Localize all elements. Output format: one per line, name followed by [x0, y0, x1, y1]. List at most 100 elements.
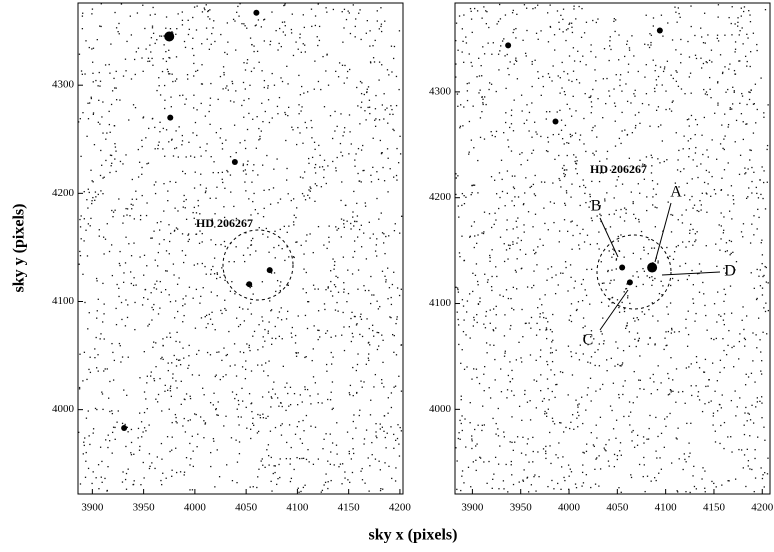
noise-pixel	[227, 42, 228, 43]
noise-pixel	[238, 16, 239, 17]
noise-pixel	[675, 70, 676, 71]
noise-pixel	[602, 117, 603, 118]
noise-pixel	[573, 429, 574, 430]
noise-pixel	[243, 255, 244, 256]
noise-pixel	[724, 149, 725, 150]
noise-pixel	[682, 391, 683, 392]
noise-pixel	[214, 41, 215, 42]
noise-pixel	[123, 282, 124, 283]
noise-pixel	[484, 138, 485, 139]
noise-pixel	[258, 469, 259, 470]
noise-pixel	[297, 426, 298, 427]
noise-pixel	[724, 114, 725, 115]
noise-pixel	[695, 134, 696, 135]
noise-pixel	[513, 130, 514, 131]
noise-pixel	[593, 444, 594, 445]
plot-frame	[78, 3, 403, 494]
noise-pixel	[268, 391, 269, 392]
noise-pixel	[192, 436, 193, 437]
noise-pixel	[491, 290, 492, 291]
noise-pixel	[281, 307, 282, 308]
noise-pixel	[505, 112, 506, 113]
noise-pixel	[131, 454, 132, 455]
noise-pixel	[690, 423, 691, 424]
noise-pixel	[252, 201, 253, 202]
noise-pixel	[552, 418, 553, 419]
noise-pixel	[647, 275, 648, 276]
noise-pixel	[695, 239, 696, 240]
noise-pixel	[615, 185, 616, 186]
noise-pixel	[196, 5, 197, 6]
noise-pixel	[651, 481, 652, 482]
noise-pixel	[767, 473, 768, 474]
noise-pixel	[282, 81, 283, 82]
noise-pixel	[303, 93, 304, 94]
noise-pixel	[545, 318, 546, 319]
noise-pixel	[484, 366, 485, 367]
noise-pixel	[766, 281, 767, 282]
noise-pixel	[361, 93, 362, 94]
noise-pixel	[614, 279, 615, 280]
noise-pixel	[731, 253, 732, 254]
noise-pixel	[314, 142, 315, 143]
noise-pixel	[170, 386, 171, 387]
noise-pixel	[108, 398, 109, 399]
noise-pixel	[524, 123, 525, 124]
noise-pixel	[694, 205, 695, 206]
noise-pixel	[460, 104, 461, 105]
noise-pixel	[639, 338, 640, 339]
noise-pixel	[535, 175, 536, 176]
noise-pixel	[147, 325, 148, 326]
noise-pixel	[734, 90, 735, 91]
noise-pixel	[362, 336, 363, 337]
noise-pixel	[737, 406, 738, 407]
noise-pixel	[305, 315, 306, 316]
noise-pixel	[631, 431, 632, 432]
noise-pixel	[760, 194, 761, 195]
noise-pixel	[117, 31, 118, 32]
noise-pixel	[277, 280, 278, 281]
noise-pixel	[513, 287, 514, 288]
noise-pixel	[295, 434, 296, 435]
noise-pixel	[393, 387, 394, 388]
noise-pixel	[471, 438, 472, 439]
noise-pixel	[177, 284, 178, 285]
noise-pixel	[340, 464, 341, 465]
noise-pixel	[183, 357, 184, 358]
noise-pixel	[573, 71, 574, 72]
noise-pixel	[261, 26, 262, 27]
noise-pixel	[265, 111, 266, 112]
noise-pixel	[304, 27, 305, 28]
noise-pixel	[154, 14, 155, 15]
noise-pixel	[757, 401, 758, 402]
noise-pixel	[376, 198, 377, 199]
noise-pixel	[89, 444, 90, 445]
noise-pixel	[353, 414, 354, 415]
noise-pixel	[533, 270, 534, 271]
noise-pixel	[110, 155, 111, 156]
noise-pixel	[492, 135, 493, 136]
noise-pixel	[547, 268, 548, 269]
noise-pixel	[355, 26, 356, 27]
noise-pixel	[96, 337, 97, 338]
noise-pixel	[119, 265, 120, 266]
noise-pixel	[368, 290, 369, 291]
noise-pixel	[638, 276, 639, 277]
noise-pixel	[498, 54, 499, 55]
noise-pixel	[720, 54, 721, 55]
noise-pixel	[146, 265, 147, 266]
noise-pixel	[540, 356, 541, 357]
noise-pixel	[168, 224, 169, 225]
noise-pixel	[592, 127, 593, 128]
noise-pixel	[256, 148, 257, 149]
noise-pixel	[175, 80, 176, 81]
noise-pixel	[125, 299, 126, 300]
noise-pixel	[262, 281, 263, 282]
noise-pixel	[584, 32, 585, 33]
noise-pixel	[93, 81, 94, 82]
noise-pixel	[706, 330, 707, 331]
noise-pixel	[562, 273, 563, 274]
noise-pixel	[564, 203, 565, 204]
noise-pixel	[609, 40, 610, 41]
noise-pixel	[225, 139, 226, 140]
